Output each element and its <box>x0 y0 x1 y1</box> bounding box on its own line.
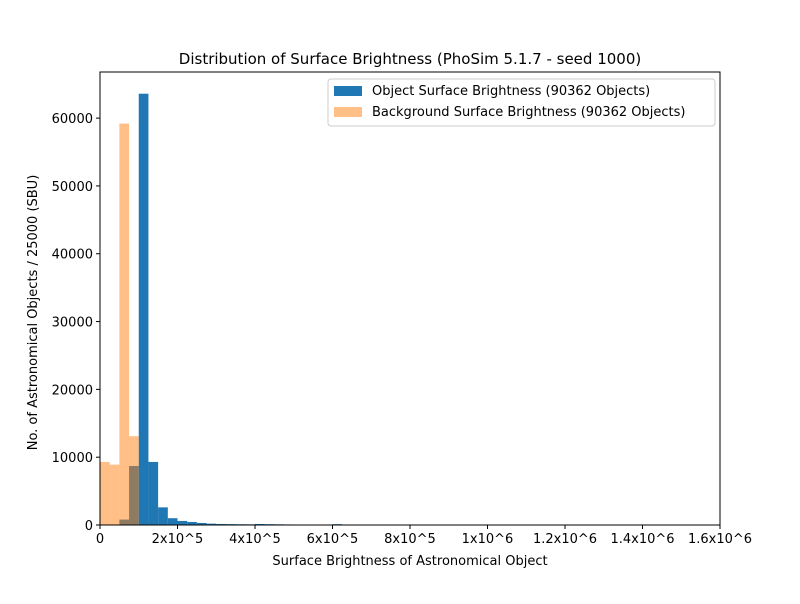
y-tick-label: 50000 <box>52 180 93 195</box>
legend-swatch <box>334 107 362 117</box>
legend-swatch <box>334 86 362 96</box>
y-axis-label: No. of Astronomical Objects / 25000 (SBU… <box>26 175 41 451</box>
x-tick-label: 1.6x10^6 <box>688 532 752 547</box>
x-tick-label: 6x10^5 <box>307 532 359 547</box>
legend: Object Surface Brightness (90362 Objects… <box>328 79 715 126</box>
x-tick-label: 1x10^6 <box>462 532 514 547</box>
x-tick-label: 4x10^5 <box>229 532 281 547</box>
x-tick-label: 0 <box>96 532 104 547</box>
histogram-bar <box>139 94 149 525</box>
histogram-bar <box>158 507 168 525</box>
y-tick-label: 20000 <box>52 383 93 398</box>
histogram-bar <box>100 462 110 525</box>
histogram-bar <box>168 518 178 525</box>
x-axis-label: Surface Brightness of Astronomical Objec… <box>272 554 547 569</box>
legend-label: Object Surface Brightness (90362 Objects… <box>372 84 650 99</box>
x-tick-label: 8x10^5 <box>384 532 436 547</box>
y-tick-label: 60000 <box>52 112 93 127</box>
histogram-bar <box>110 465 120 525</box>
x-tick-label: 1.4x10^6 <box>610 532 674 547</box>
x-tick-label: 2x10^5 <box>152 532 204 547</box>
y-tick-label: 0 <box>85 519 93 534</box>
x-tick-label: 1.2x10^6 <box>533 532 597 547</box>
y-tick-label: 40000 <box>52 248 93 263</box>
legend-label: Background Surface Brightness (90362 Obj… <box>372 105 685 120</box>
histogram-bar <box>119 124 129 525</box>
y-tick-label: 10000 <box>52 451 93 466</box>
y-tick-label: 30000 <box>52 316 93 331</box>
chart-title: Distribution of Surface Brightness (PhoS… <box>179 50 641 68</box>
histogram-bar <box>148 462 158 525</box>
histogram-bar <box>129 436 139 525</box>
histogram-bar <box>178 521 188 525</box>
